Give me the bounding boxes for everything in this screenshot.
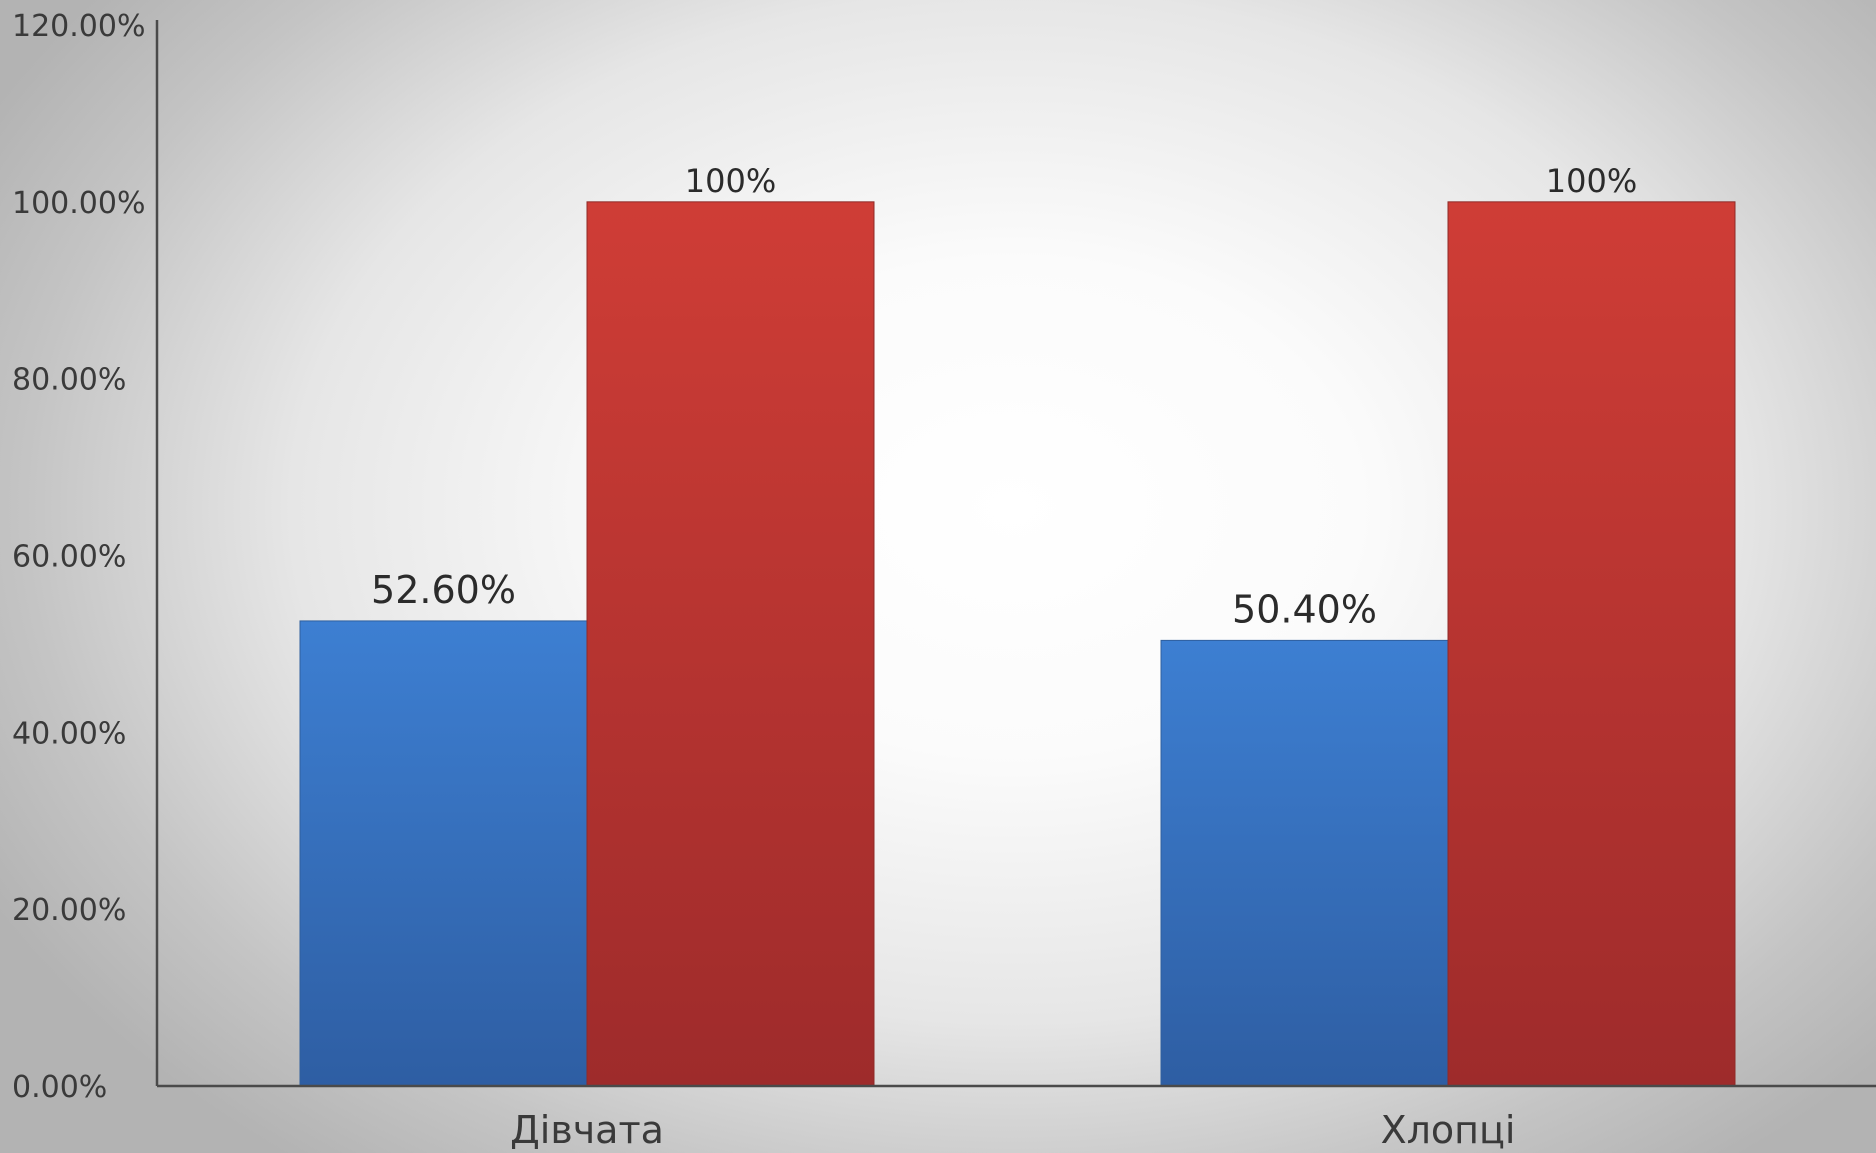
- category-label: Дівчата: [510, 1108, 664, 1152]
- bar-red-1: [586, 201, 875, 1087]
- y-tick-label: 0.00%: [12, 1070, 107, 1105]
- y-tick-label: 20.00%: [12, 893, 126, 928]
- y-tick-label: 80.00%: [12, 363, 126, 398]
- bar-blue-2: [1160, 639, 1449, 1087]
- bar-red-2: [1447, 201, 1736, 1087]
- y-axis-ticks: 0.00% 20.00% 40.00% 60.00% 80.00% 100.00% 120.…: [12, 9, 145, 1105]
- y-tick-label: 100.00%: [12, 186, 145, 221]
- bar-blue-1: [299, 620, 588, 1087]
- data-label: 100%: [1546, 162, 1637, 200]
- data-labels: 52.60% 100% 50.40% 100%: [371, 162, 1637, 632]
- bars: [299, 201, 1736, 1087]
- category-label: Хлопці: [1381, 1108, 1516, 1152]
- data-label: 50.40%: [1232, 587, 1377, 631]
- y-tick-label: 120.00%: [12, 9, 145, 44]
- x-axis-categories: Дівчата Хлопці: [510, 1108, 1515, 1152]
- y-tick-label: 60.00%: [12, 540, 126, 575]
- data-label: 100%: [685, 162, 776, 200]
- data-label: 52.60%: [371, 568, 516, 612]
- y-tick-label: 40.00%: [12, 716, 126, 751]
